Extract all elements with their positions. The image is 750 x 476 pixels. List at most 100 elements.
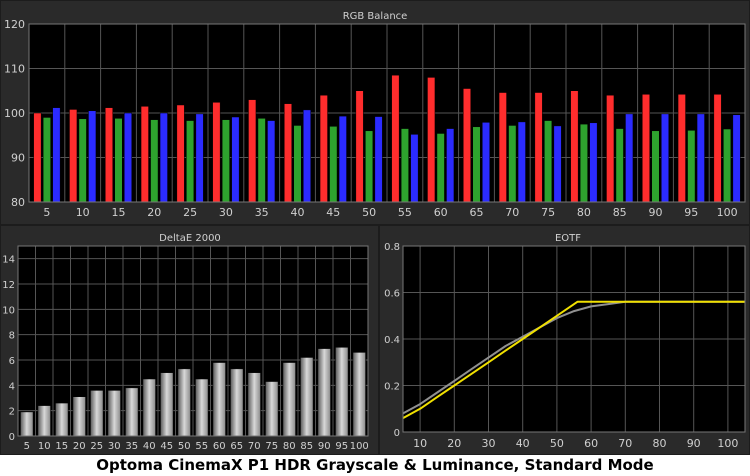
- deltae-y-tick-label: 8: [9, 331, 15, 342]
- eotf-x-tick-label: 40: [516, 437, 530, 450]
- deltae-y-tick-label: 10: [2, 305, 15, 316]
- rgb-x-tick-label: 40: [291, 206, 305, 219]
- eotf-x-tick-label: 90: [687, 437, 701, 450]
- eotf-x-tick-label: 60: [584, 437, 598, 450]
- deltae-y-tick-label: 12: [2, 280, 15, 291]
- deltae-bar: [55, 402, 69, 437]
- rgb-x-tick-label: 90: [649, 206, 663, 219]
- rgb-bar-blue: [625, 113, 634, 203]
- rgb-x-tick-label: 75: [541, 206, 555, 219]
- rgb-bar-green: [293, 125, 302, 203]
- rgb-x-tick-label: 20: [147, 206, 161, 219]
- deltae-x-tick-label: 90: [318, 441, 331, 452]
- rgb-bar-blue: [374, 116, 383, 203]
- rgb-x-tick-label: 80: [577, 206, 591, 219]
- rgb-bar-blue: [303, 109, 311, 203]
- deltae-x-tick-label: 85: [300, 441, 313, 452]
- eotf-chart-title: EOTF: [555, 233, 581, 244]
- eotf-x-tick-label: 20: [447, 437, 461, 450]
- rgb-bar-green: [544, 120, 553, 203]
- deltae-bar: [265, 381, 279, 437]
- rgb-bar-red: [140, 106, 149, 203]
- rgb-bar-green: [365, 130, 374, 203]
- deltae-x-tick-label: 35: [125, 441, 138, 452]
- rgb-bar-blue: [732, 114, 741, 203]
- deltae-bar: [20, 411, 34, 437]
- rgb-bar-green: [687, 130, 696, 203]
- deltae-x-tick-label: 30: [108, 441, 121, 452]
- rgb-bar-green: [329, 126, 338, 203]
- rgb-y-tick-label: 100: [4, 107, 25, 120]
- rgb-bar-blue: [195, 113, 204, 203]
- deltae-x-tick-label: 20: [73, 441, 86, 452]
- rgb-plot-border: [28, 23, 746, 203]
- eotf-y-tick-label: 0.4: [384, 335, 400, 346]
- rgb-bar-red: [176, 104, 185, 203]
- rgb-bar-blue: [231, 116, 240, 203]
- deltae-x-tick-label: 75: [265, 441, 278, 452]
- rgb-x-tick-label: 60: [434, 206, 448, 219]
- deltae-x-tick-label: 40: [143, 441, 156, 452]
- deltae-x-tick-label: 70: [248, 441, 261, 452]
- rgb-bar-red: [319, 94, 328, 203]
- rgb-x-tick-label: 65: [470, 206, 484, 219]
- rgb-bar-blue: [410, 134, 419, 203]
- rgb-bar-green: [78, 118, 87, 203]
- deltae-bar: [90, 390, 104, 437]
- deltae-bar: [107, 390, 121, 437]
- deltae-x-tick-label: 80: [283, 441, 296, 452]
- rgb-bar-red: [355, 90, 364, 203]
- deltae-x-tick-label: 25: [90, 441, 103, 452]
- rgb-bar-green: [42, 117, 51, 203]
- rgb-x-tick-label: 50: [362, 206, 376, 219]
- rgb-bar-green: [400, 128, 409, 203]
- deltae-plot-border: [17, 245, 369, 437]
- deltae-bar: [72, 396, 86, 437]
- deltae-bar: [125, 387, 139, 437]
- rgb-x-tick-label: 85: [613, 206, 627, 219]
- rgb-bar-green: [723, 128, 732, 203]
- eotf-x-tick-label: 30: [482, 437, 496, 450]
- eotf-panel: EOTF 0 0.2 0.4 0.6 0.8 10 20 30 40 50 60 70 80 90 100: [380, 226, 749, 454]
- deltae-x-tick-label: 50: [178, 441, 191, 452]
- rgb-bar-green: [436, 133, 445, 203]
- rgb-bar-blue: [52, 107, 61, 203]
- rgb-bar-green: [257, 118, 266, 203]
- deltae-y-tick-label: 6: [9, 356, 15, 367]
- deltae-bar: [212, 362, 226, 437]
- rgb-bar-blue: [482, 122, 490, 203]
- rgb-x-tick-label: 55: [398, 206, 412, 219]
- rgb-x-tick-label: 5: [43, 206, 50, 219]
- rgb-bar-red: [570, 90, 579, 203]
- eotf-x-tick-label: 70: [618, 437, 632, 450]
- eotf-series-eotf_measured: [402, 300, 745, 419]
- rgb-x-tick-label: 100: [717, 206, 738, 219]
- figure-caption: Optoma CinemaX P1 HDR Grayscale & Lumina…: [96, 456, 654, 474]
- rgb-x-tick-label: 70: [505, 206, 519, 219]
- deltae-y-tick-label: 2: [9, 407, 15, 418]
- rgb-bar-blue: [124, 112, 132, 203]
- rgb-x-tick-label: 25: [183, 206, 197, 219]
- eotf-plot-border: [402, 245, 746, 433]
- deltae-bar: [300, 357, 314, 437]
- rgb-bar-blue: [88, 110, 97, 203]
- rgb-x-tick-label: 30: [219, 206, 233, 219]
- rgb-x-tick-label: 15: [112, 206, 126, 219]
- rgb-bar-green: [150, 119, 159, 203]
- deltae-bar: [317, 348, 331, 437]
- rgb-balance-panel: RGB Balance 80 90 100 110 120 5 10 15 20 25 30 35 40…: [1, 1, 749, 224]
- rgb-bar-red: [248, 99, 257, 203]
- rgb-y-tick-label: 120: [4, 18, 25, 31]
- eotf-x-tick-label: 80: [653, 437, 667, 450]
- rgb-bar-red: [427, 77, 436, 203]
- rgb-y-tick-label: 80: [11, 196, 25, 209]
- rgb-bar-blue: [446, 128, 455, 203]
- rgb-bar-red: [534, 92, 543, 203]
- deltae-y-tick-label: 4: [9, 381, 15, 392]
- deltae-x-tick-label: 100: [350, 441, 369, 452]
- deltae-x-tick-label: 15: [55, 441, 68, 452]
- deltae-bar: [247, 372, 261, 437]
- rgb-bar-red: [463, 88, 471, 203]
- eotf-x-tick-label: 100: [717, 437, 738, 450]
